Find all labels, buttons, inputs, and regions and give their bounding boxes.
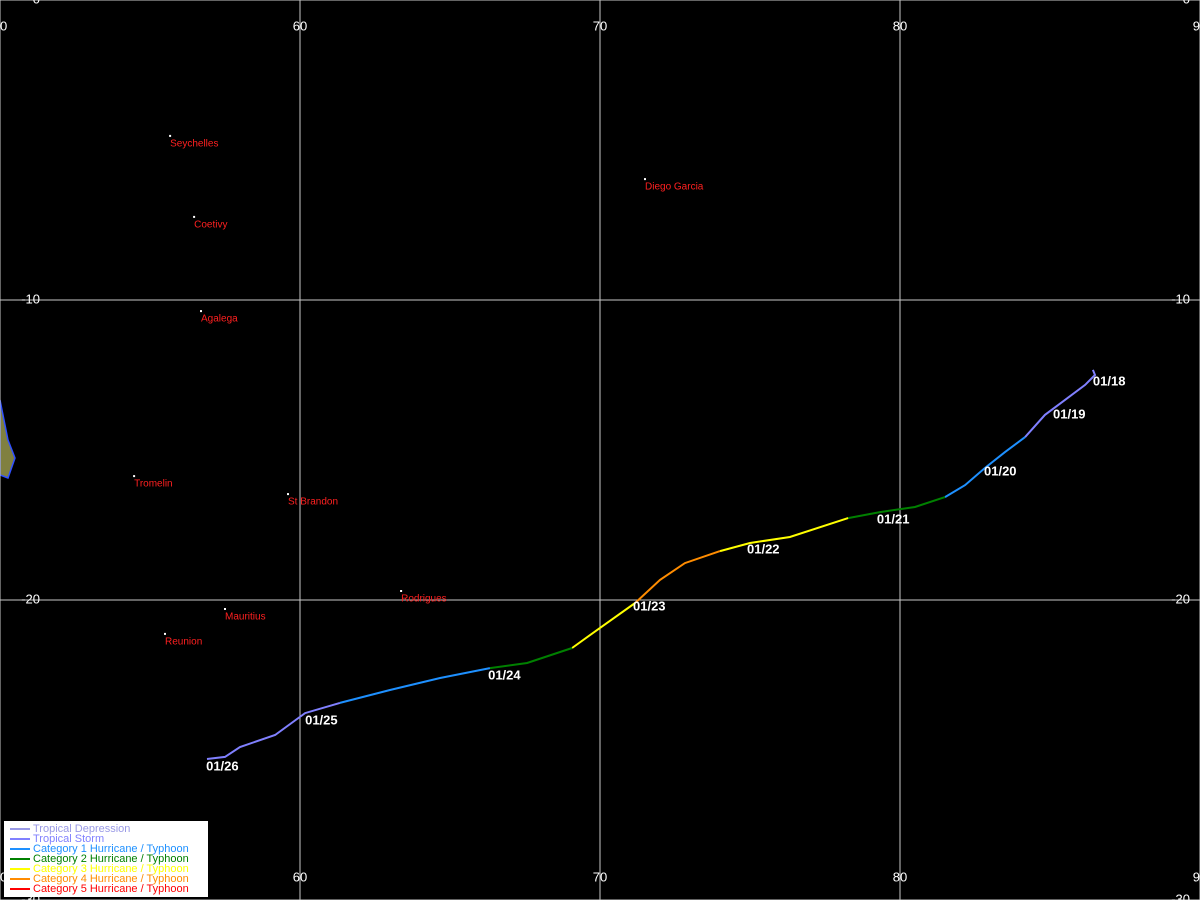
place-dot (200, 310, 202, 313)
date-label: 01/23 (633, 598, 666, 613)
track-segment (847, 496, 946, 520)
land (0, 399, 16, 479)
place-dot (400, 590, 403, 592)
legend-label: Category 5 Hurricane / Typhoon (33, 883, 189, 895)
date-label: 01/22 (747, 541, 780, 556)
track-segment (339, 667, 491, 704)
lat-label: 0 (1183, 0, 1190, 6)
track-segment (206, 701, 341, 760)
place-label: Coetivy (194, 220, 227, 231)
place-label: Rodrigues (401, 594, 447, 605)
place-label: Reunion (165, 637, 202, 648)
lon-label: 50 (0, 869, 7, 884)
legend-box (4, 821, 208, 897)
lat-label: -30 (1171, 891, 1190, 900)
place-label: Agalega (201, 314, 238, 325)
lat-label: -20 (21, 591, 40, 606)
place-dot (133, 475, 136, 478)
lon-label: 90 (1193, 869, 1200, 884)
place-label: Seychelles (170, 139, 218, 150)
lon-label: 80 (893, 869, 907, 884)
place-label: Diego Garcia (645, 182, 704, 193)
date-label: 01/18 (1093, 373, 1126, 388)
date-label: 01/24 (488, 667, 521, 682)
lat-label: -10 (1171, 291, 1190, 306)
place-dot (287, 493, 289, 496)
place-dot (224, 608, 226, 610)
date-label: 01/25 (305, 712, 338, 727)
place-dot (193, 215, 196, 218)
place-dot (164, 632, 166, 635)
legend-label: Category 3 Hurricane / Typhoon (33, 863, 189, 875)
date-label: 01/21 (877, 511, 910, 526)
place-label: St Brandon (288, 497, 338, 508)
legend-label: Category 1 Hurricane / Typhoon (33, 843, 189, 855)
date-labels: 01/18 01/19 01/20 01/21 01/22 01/23 01/24 01/25… (206, 373, 1125, 773)
track-segment (1024, 369, 1097, 438)
legend-label: Tropical Storm (33, 833, 104, 845)
place-dot (644, 178, 646, 181)
lat-label: 0 (33, 0, 40, 6)
lon-label: 70 (593, 869, 607, 884)
legend-label: Category 2 Hurricane / Typhoon (33, 853, 189, 865)
lon-label: 60 (293, 18, 307, 33)
lon-label: 80 (893, 18, 907, 33)
track-segment (944, 436, 1026, 498)
track-segment (634, 550, 721, 604)
track (206, 369, 1097, 760)
lon-label: 60 (293, 869, 307, 884)
date-label: 01/20 (984, 463, 1017, 478)
lon-label: 70 (593, 18, 607, 33)
legend-label: Tropical Depression (33, 823, 130, 835)
place-dot (169, 134, 172, 137)
lon-label: 90 (1193, 18, 1200, 33)
track-segment (571, 602, 636, 649)
place-label: Mauritius (225, 612, 266, 623)
date-label: 01/19 (1053, 406, 1086, 421)
legend-label: Category 4 Hurricane / Typhoon (33, 873, 189, 885)
lon-label: 50 (0, 18, 7, 33)
date-label: 01/26 (206, 759, 239, 774)
lat-label: -10 (21, 291, 40, 306)
places: Seychelles Coetivy Agalega Tromelin St Brand… (133, 134, 704, 648)
place-label: Tromelin (134, 479, 173, 490)
track-segment (719, 517, 849, 553)
track-segment (489, 647, 573, 670)
lat-label: -20 (1171, 591, 1190, 606)
